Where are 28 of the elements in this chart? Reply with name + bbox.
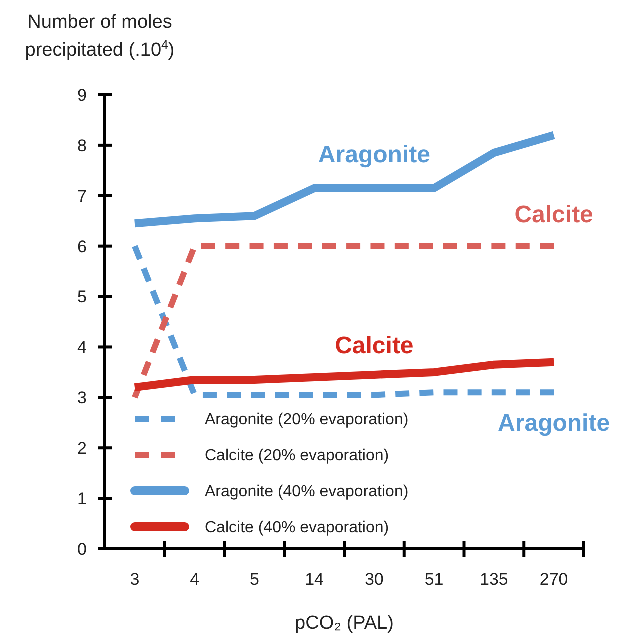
legend-label: Aragonite (40% evaporation)	[205, 484, 409, 501]
legend-label: Calcite (20% evaporation)	[205, 448, 390, 465]
x-tick-label: 5	[250, 570, 260, 589]
x-tick-label: 30	[364, 570, 384, 589]
x-tick-label: 3	[130, 570, 140, 589]
y-tick-label: 5	[78, 288, 87, 307]
y-tick-label: 0	[78, 540, 87, 559]
x-tick-label: 270	[540, 570, 568, 589]
y-tick-label: 1	[78, 490, 87, 509]
x-tick-label: 51	[424, 570, 444, 589]
y-tick-label: 9	[78, 86, 87, 105]
annotation: Aragonite	[498, 410, 610, 438]
x-tick-label: 4	[190, 570, 200, 589]
y-tick-label: 4	[78, 338, 87, 358]
y-axis-title: Number of moles precipitated (.10$^{4}$)	[25, 12, 175, 61]
annotation: Calcite	[514, 202, 594, 229]
x-tick-label: 135	[480, 570, 508, 589]
x-axis-title: pCO₂ (PAL)	[295, 613, 394, 634]
annotation: Calcite	[335, 332, 414, 360]
y-tick-label: 7	[78, 186, 87, 206]
y-tick-label: 2	[78, 439, 87, 458]
x-tick-label: 14	[305, 570, 324, 589]
legend-label: Aragonite (20% evaporation)	[205, 412, 409, 429]
annotation: Aragonite	[318, 142, 430, 169]
y-tick-label: 6	[78, 237, 87, 256]
y-tick-label: 3	[78, 388, 87, 408]
legend-label: Calcite (40% evaporation)	[205, 520, 390, 537]
y-tick-label: 8	[78, 136, 87, 156]
